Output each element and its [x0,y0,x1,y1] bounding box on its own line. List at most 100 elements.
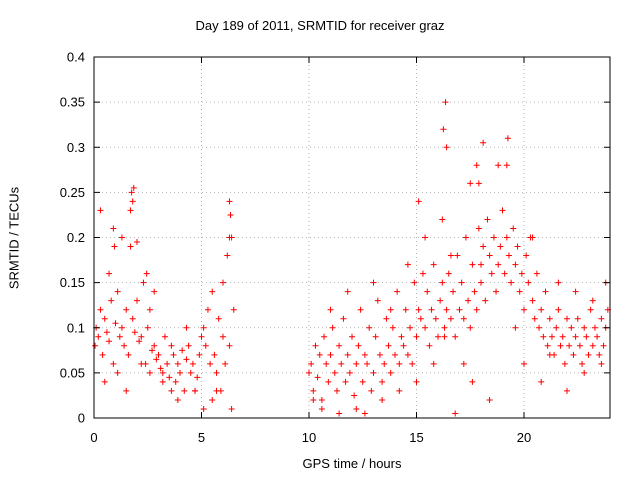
data-point [430,360,437,367]
data-point [512,324,519,331]
data-point [344,351,351,358]
data-point [179,347,186,354]
data-point [576,342,583,349]
data-point [396,387,403,394]
data-point [521,360,527,367]
data-point [129,198,136,205]
data-point [194,374,201,381]
data-point [189,360,196,367]
data-point [185,342,192,349]
data-point [101,378,108,385]
data-point [368,387,375,394]
data-point [443,306,450,313]
y-tick-label: 0 [78,411,85,426]
data-point [389,324,396,331]
y-tick-label: 0.4 [67,50,85,65]
data-point [125,351,132,358]
data-point [123,387,130,394]
data-point [351,392,358,399]
data-point [192,387,199,394]
data-point [146,306,153,313]
data-point [387,369,394,376]
data-point [475,180,482,187]
data-point [101,315,108,322]
data-point [540,333,547,340]
data-point [227,211,234,218]
data-point [553,324,560,331]
data-point [400,342,407,349]
data-point [456,306,463,313]
y-tick-label: 0.3 [67,140,85,155]
data-point [381,360,388,367]
data-point [312,342,319,349]
data-point [207,360,214,367]
data-point [439,216,446,223]
data-point [561,360,568,367]
data-point [200,324,207,331]
data-point [374,297,381,304]
data-point [564,315,570,322]
data-point [435,333,441,340]
data-point [314,374,321,381]
data-point [168,387,175,394]
data-point [559,333,566,340]
data-point [542,288,549,295]
data-point [546,351,553,358]
data-point [325,378,332,385]
data-point [379,396,386,403]
data-point [442,99,449,106]
data-point [598,315,605,322]
data-point [555,306,562,313]
data-point [222,360,229,367]
data-point [404,351,411,358]
data-point [92,342,99,349]
data-point [318,396,325,403]
data-point [318,405,325,412]
data-point [349,333,355,340]
data-point [220,279,226,286]
data-point [521,306,527,313]
data-point [508,279,515,286]
data-point [493,288,500,295]
data-point [394,288,401,295]
data-point [353,360,360,367]
data-point [136,338,143,345]
x-tick-label: 0 [90,430,97,445]
data-point [538,378,545,385]
axis-ticks: 0 0.05 0.1 0.15 0.2 0.25 0.3 0.35 0.4 0 5 10 15 20 [60,50,610,445]
data-point [469,261,476,268]
data-point [585,351,592,358]
data-point [439,279,446,286]
data-point [187,369,194,376]
data-point [153,356,160,363]
data-point [111,243,118,250]
data-point [138,360,145,367]
data-point [209,396,216,403]
data-point [140,279,147,286]
data-point [441,324,448,331]
data-point [505,252,512,259]
data-point [411,279,418,286]
data-point [536,324,543,331]
data-point [574,315,581,322]
data-point [151,342,158,349]
data-point [572,288,579,295]
data-point [441,333,448,340]
data-point [422,324,429,331]
data-point [174,396,181,403]
data-point [402,306,409,313]
x-tick-label: 5 [198,430,205,445]
data-point [226,198,233,205]
data-point [161,333,168,340]
data-point [336,342,343,349]
data-point [333,387,340,394]
data-point [151,288,158,295]
data-point [450,288,457,295]
data-point [387,306,394,313]
data-point [172,378,179,385]
data-point [127,243,134,250]
data-point [213,369,220,376]
data-point [419,270,426,277]
data-point [353,405,360,412]
data-point [130,184,137,191]
